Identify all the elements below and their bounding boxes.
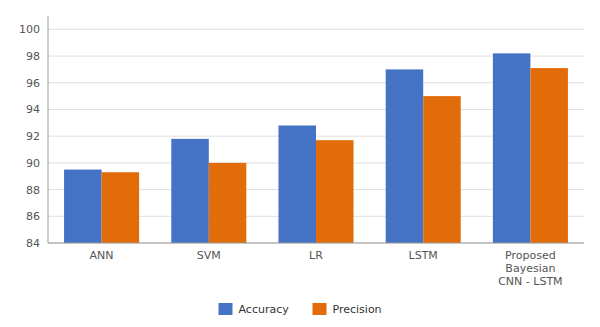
- grid-line: [48, 243, 584, 244]
- x-tick-label: ANN: [90, 249, 114, 262]
- x-tick-label: LR: [309, 249, 323, 262]
- chart: 84 86 88 90 92 94 96 98 100 ANN SVM LR LSTM ProposedB…: [0, 0, 600, 327]
- y-axis-line: [48, 16, 49, 243]
- legend-label: Accuracy: [239, 303, 290, 316]
- bars: [64, 53, 568, 243]
- x-tick-label-line: ANN: [90, 249, 114, 262]
- legend-swatch: [313, 303, 327, 315]
- x-tick-label-line: SVM: [197, 249, 221, 262]
- bar: [171, 139, 209, 243]
- chart-container: 84 86 88 90 92 94 96 98 100 ANN SVM LR LSTM ProposedB…: [0, 0, 600, 327]
- bar: [278, 125, 316, 243]
- y-tick-label: 100: [19, 23, 40, 36]
- bar: [423, 96, 461, 243]
- bar: [493, 53, 531, 243]
- y-tick-label: 84: [26, 237, 40, 250]
- x-tick-label: ProposedBayesianCNN - LSTM: [498, 249, 562, 288]
- y-tick-label: 98: [26, 50, 40, 63]
- bar: [102, 172, 140, 243]
- y-tick-label: 94: [26, 103, 40, 116]
- bar: [316, 140, 354, 243]
- y-tick-label: 96: [26, 77, 40, 90]
- bar: [386, 69, 424, 243]
- bar: [209, 163, 247, 243]
- grid: [48, 29, 584, 243]
- y-tick-label: 92: [26, 130, 40, 143]
- y-tick-label: 90: [26, 157, 40, 170]
- y-tick-label: 86: [26, 210, 40, 223]
- x-tick-label-line: Bayesian: [505, 262, 555, 275]
- x-tick-label-line: Proposed: [505, 249, 556, 262]
- y-tick-label: 88: [26, 184, 40, 197]
- x-tick-label-line: LR: [309, 249, 323, 262]
- x-tick-label-line: CNN - LSTM: [498, 275, 562, 288]
- bar: [64, 170, 102, 243]
- x-axis-line: [48, 243, 584, 244]
- legend-swatch: [219, 303, 233, 315]
- x-tick-label: SVM: [197, 249, 221, 262]
- legend: Accuracy Precision: [219, 303, 382, 316]
- bar: [530, 68, 568, 243]
- x-tick-label: LSTM: [409, 249, 438, 262]
- grid-line: [48, 29, 584, 30]
- legend-label: Precision: [333, 303, 382, 316]
- x-tick-label-line: LSTM: [409, 249, 438, 262]
